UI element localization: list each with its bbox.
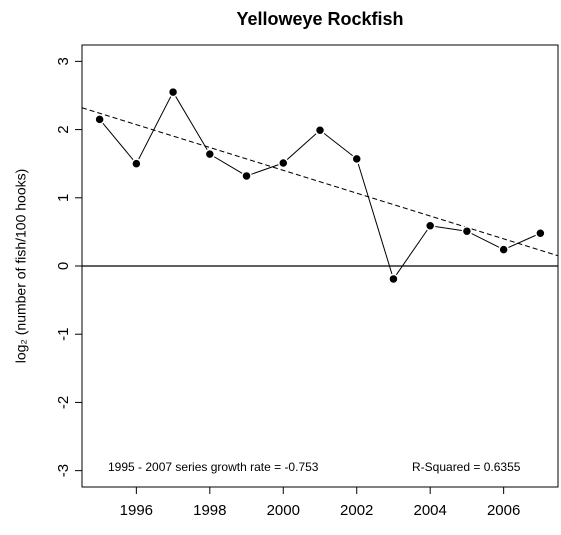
y-axis-label: log₂ (number of fish/100 hooks) [13, 169, 29, 364]
data-point [424, 220, 436, 232]
y-tick-label: 3 [55, 57, 72, 65]
y-tick-label: -1 [55, 328, 72, 341]
data-point [314, 125, 326, 136]
data-point [278, 157, 289, 169]
x-tick-label: 2006 [487, 502, 520, 519]
data-point [351, 153, 362, 165]
y-tick-label: -3 [55, 464, 72, 477]
x-tick-label: 1996 [120, 502, 153, 519]
data-point [461, 225, 473, 237]
trend-line [81, 107, 559, 257]
y-tick-label: 2 [55, 125, 72, 133]
data-point [388, 273, 399, 285]
x-tick-label: 2004 [413, 502, 446, 519]
data-point [167, 86, 179, 98]
y-tick-label: 0 [55, 262, 72, 270]
data-point [535, 228, 546, 239]
data-point [94, 114, 105, 125]
annotation: R-Squared = 0.6355 [412, 460, 521, 474]
chart-title: Yelloweye Rockfish [236, 9, 403, 29]
y-tick-label: -2 [55, 396, 72, 409]
data-point [204, 148, 216, 160]
x-tick-label: 2000 [267, 502, 300, 519]
series-line [99, 91, 541, 281]
x-tick-label: 2002 [340, 502, 373, 519]
data-point [241, 170, 252, 182]
y-tick-label: 1 [55, 194, 72, 202]
data-point [498, 244, 509, 255]
annotation: 1995 - 2007 series growth rate = -0.753 [108, 460, 319, 474]
data-point [131, 158, 142, 169]
x-tick-label: 1998 [193, 502, 226, 519]
